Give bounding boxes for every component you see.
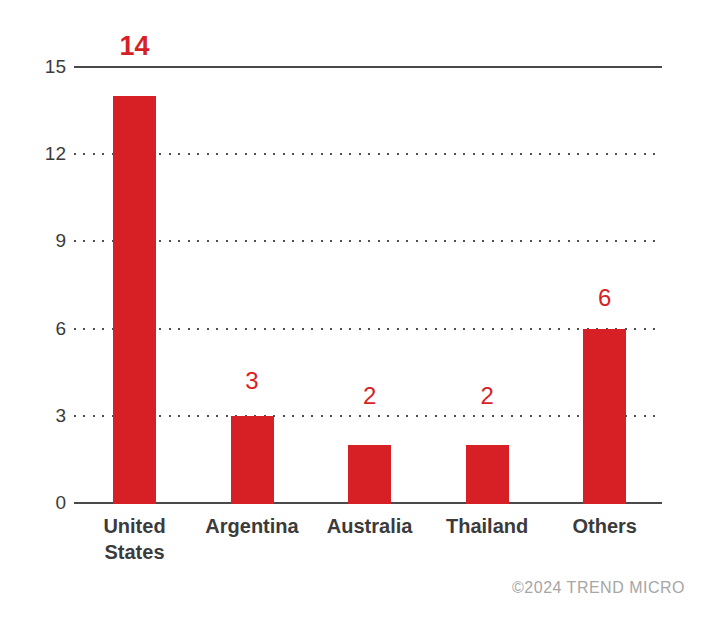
bar-argentina xyxy=(231,416,274,504)
bar-united-states xyxy=(113,96,156,504)
category-label: Others xyxy=(543,513,667,539)
category-label: Thailand xyxy=(425,513,549,539)
y-tick-label: 15 xyxy=(22,56,66,78)
bar-value-label: 6 xyxy=(560,286,650,310)
bar-chart: 0 3 6 9 12 15 14 United States 3 Argentina 2 Austra… xyxy=(0,0,713,625)
y-tick-label: 0 xyxy=(22,492,66,514)
y-tick-label: 3 xyxy=(22,405,66,427)
bar-value-label: 3 xyxy=(207,369,297,393)
bar-australia xyxy=(348,445,391,504)
category-label: Argentina xyxy=(190,513,314,539)
bar-value-label: 14 xyxy=(90,33,180,60)
bar-value-label: 2 xyxy=(442,384,532,408)
y-tick-label: 9 xyxy=(22,230,66,252)
y-tick-label: 12 xyxy=(22,143,66,165)
category-label: United States xyxy=(73,513,197,565)
gridline xyxy=(74,415,662,417)
axis-top-line xyxy=(74,66,662,68)
copyright-text: ©2024 TREND MICRO xyxy=(512,579,685,597)
y-tick-label: 6 xyxy=(22,318,66,340)
gridline xyxy=(74,328,662,330)
gridline xyxy=(74,153,662,155)
bar-value-label: 2 xyxy=(325,384,415,408)
category-label: Australia xyxy=(308,513,432,539)
bar-others xyxy=(583,329,626,504)
gridline xyxy=(74,240,662,242)
bar-thailand xyxy=(466,445,509,504)
